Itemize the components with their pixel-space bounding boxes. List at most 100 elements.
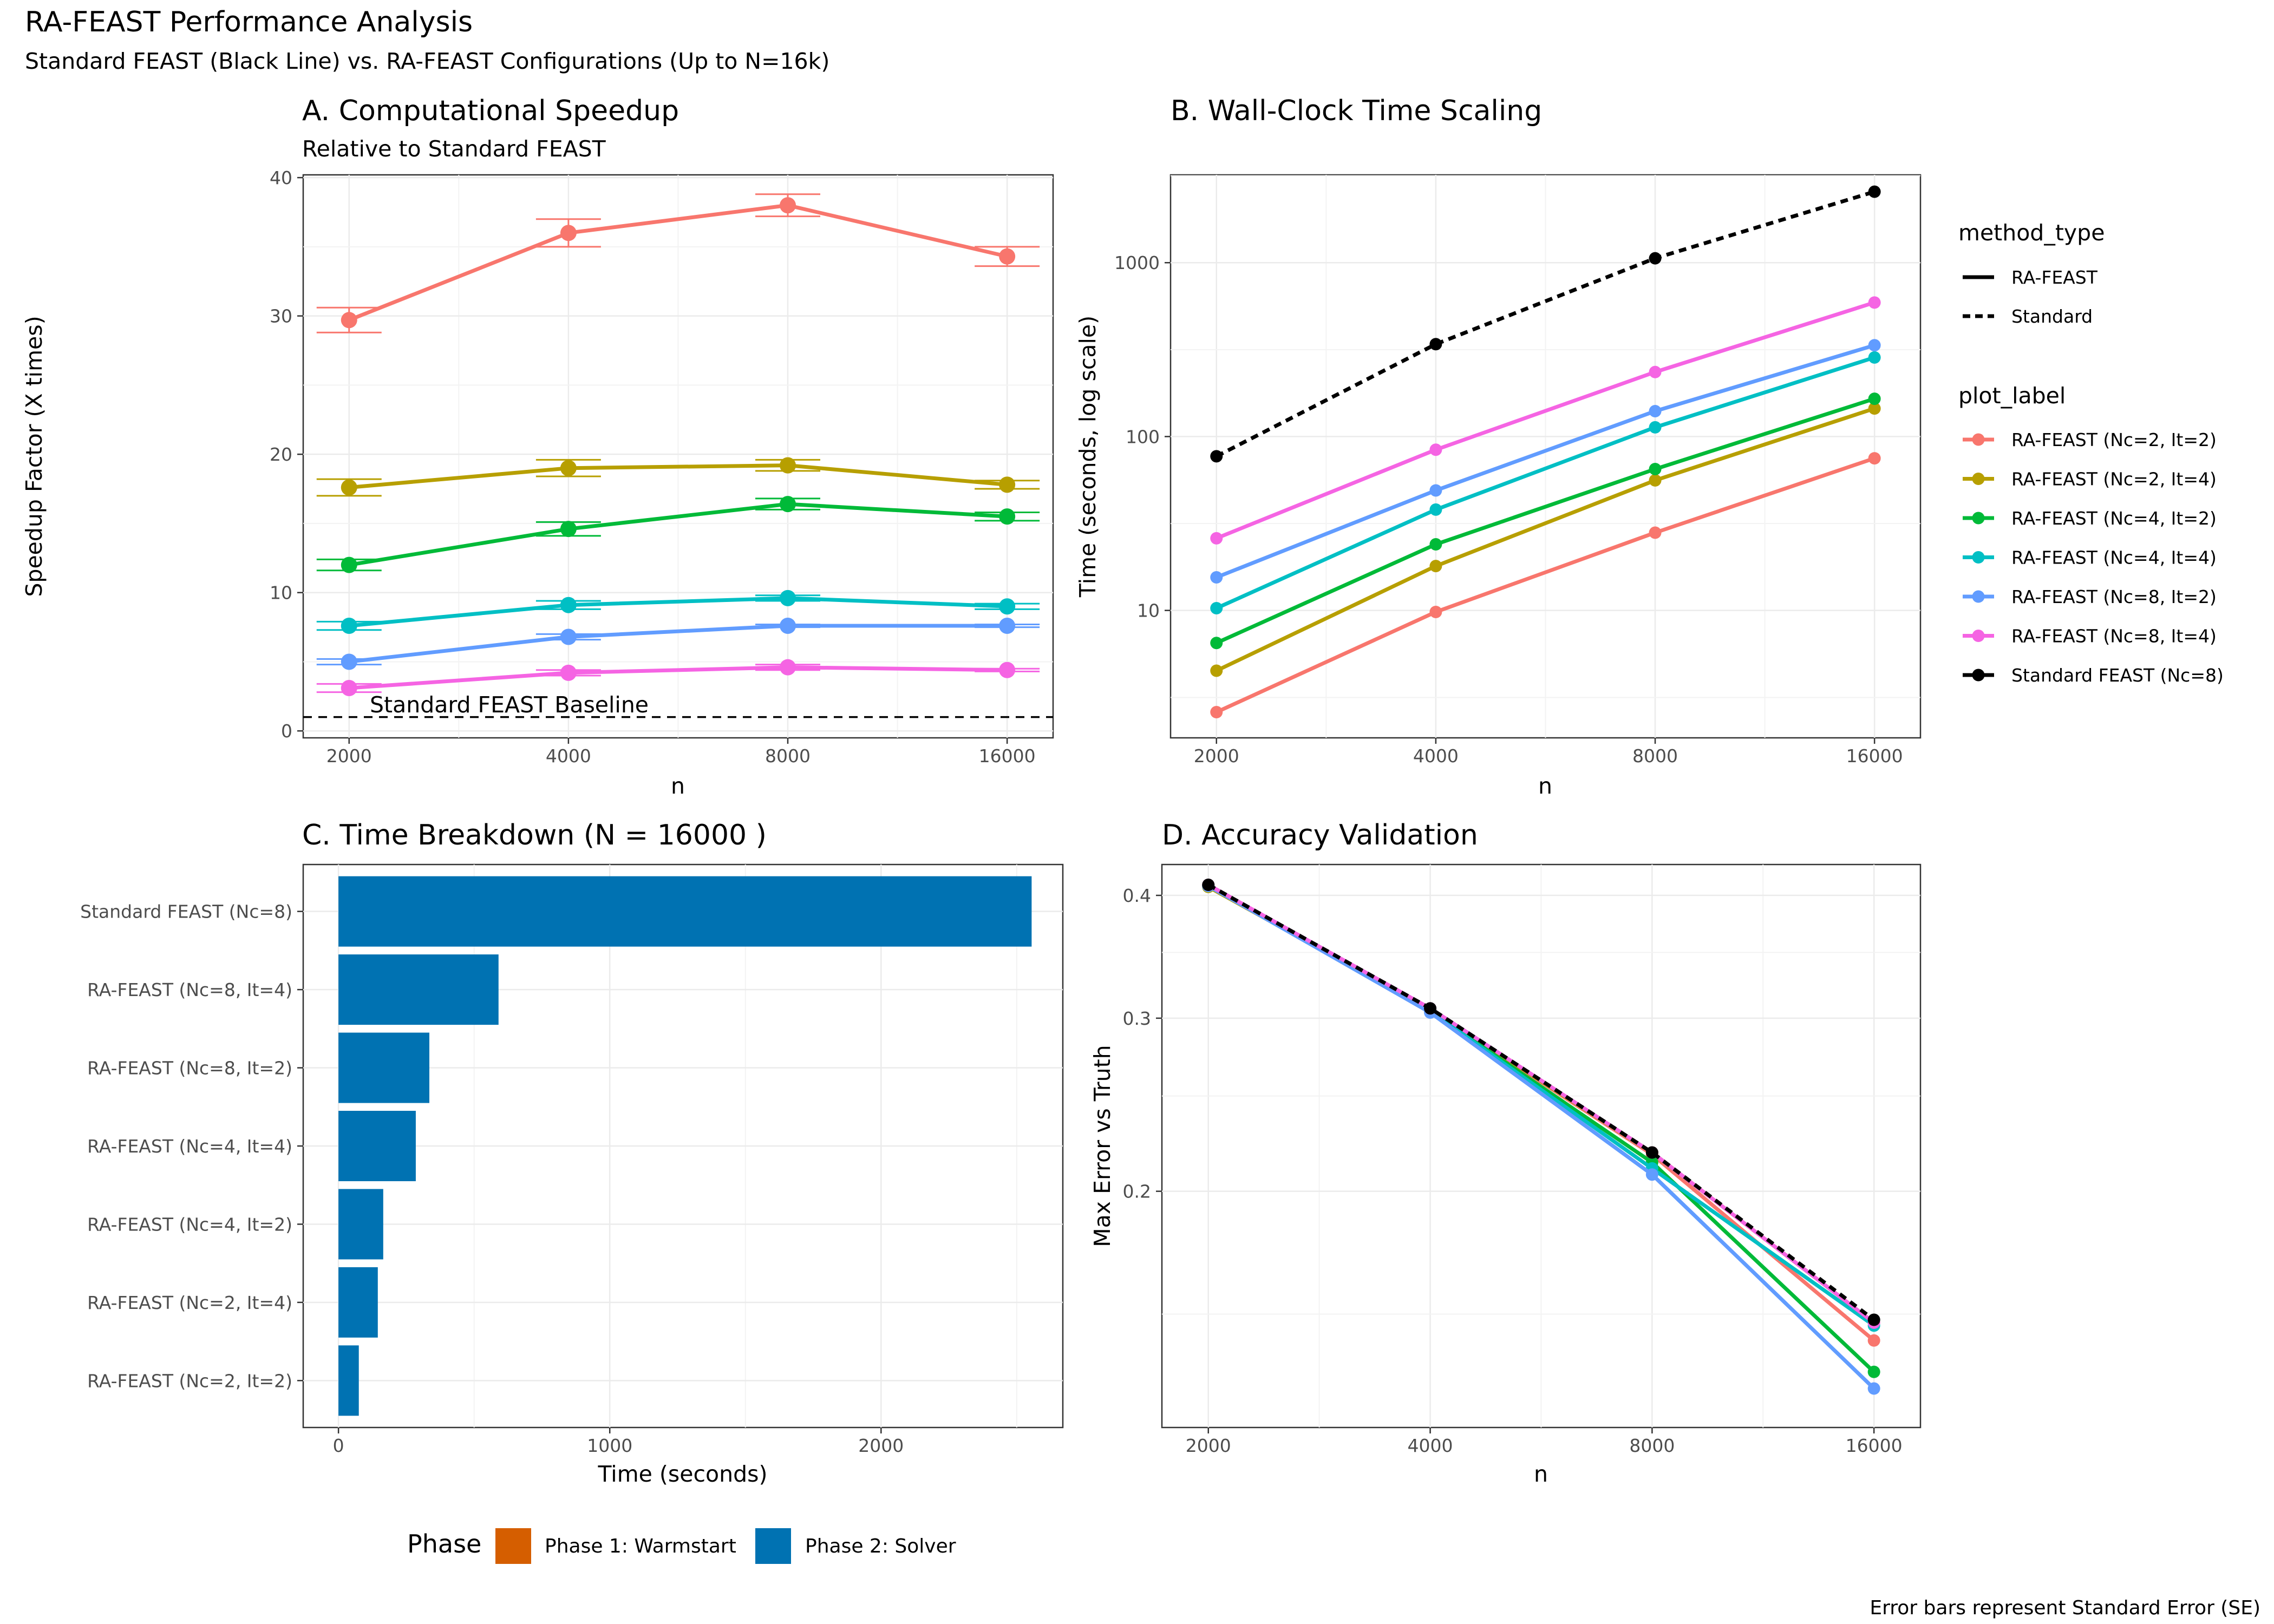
panel-a-point-ra-feast-nc-2-it-4-2000 xyxy=(341,479,357,496)
panel-d-y-tick-label-0.3: 0.3 xyxy=(1123,1008,1151,1029)
panel-b-y-tick-label-1000: 1000 xyxy=(1114,252,1160,273)
panel-c-bar-phase-2-solver-standard-feast-nc-8 xyxy=(338,876,1032,947)
panel-b-line-ra-feast-nc-2-it-2 xyxy=(1216,456,1876,714)
panel-d-point-ra-feast-nc-2-it-2-16000 xyxy=(1867,1334,1880,1347)
legend-method-title: method_type xyxy=(1958,220,2105,246)
panel-c-bar-phase-2-solver-ra-feast-nc-2-it-2 xyxy=(338,1345,359,1416)
panel-a-point-ra-feast-nc-4-it-2-16000 xyxy=(999,508,1016,525)
legend-label-ra-feast-nc-8-it-2: RA-FEAST (Nc=8, It=2) xyxy=(2011,586,2217,607)
panel-b-point-ra-feast-nc-8-it-4-16000 xyxy=(1868,296,1881,309)
panel-c-bar-phase-2-solver-ra-feast-nc-8-it-2 xyxy=(338,1032,429,1103)
panel-a-x-axis-label: n xyxy=(671,773,685,799)
panel-a-y-tick-label-0: 0 xyxy=(281,721,292,742)
legend-phase: Phase Phase 1: Warmstart Phase 2: Solver xyxy=(407,1528,956,1564)
panel-a-point-ra-feast-nc-4-it-4-2000 xyxy=(341,618,357,634)
panel-a-point-ra-feast-nc-8-it-4-8000 xyxy=(780,659,796,676)
panel-c-category-label-standard-feast-nc-8: Standard FEAST (Nc=8) xyxy=(80,901,292,922)
panel-d-x-tick-label-2000: 2000 xyxy=(1186,1435,1231,1456)
panel-b-point-ra-feast-nc-4-it-4-4000 xyxy=(1429,503,1442,516)
legend-label-items: RA-FEAST (Nc=2, It=2) RA-FEAST (Nc=2, It=… xyxy=(1963,429,2224,686)
panel-c-bar-phase-2-solver-ra-feast-nc-4-it-2 xyxy=(338,1189,383,1260)
panel-b-y-tick-label-10: 10 xyxy=(1137,600,1160,621)
legend-label-ra-feast-nc-8-it-4: RA-FEAST (Nc=8, It=4) xyxy=(2011,626,2217,647)
panel-c-time-breakdown: C. Time Breakdown (N = 16000 ) 0 1000 2000… xyxy=(80,819,1064,1487)
panel-a-point-ra-feast-nc-8-it-4-16000 xyxy=(999,662,1016,678)
panel-b-line-ra-feast-nc-4-it-4 xyxy=(1216,356,1876,610)
legend-label-standard-feast-nc-8: Standard FEAST (Nc=8) xyxy=(2011,665,2224,686)
panel-a-point-ra-feast-nc-4-it-2-2000 xyxy=(341,556,357,573)
panel-a-line-ra-feast-nc-2-it-2 xyxy=(348,203,1008,322)
panel-b-point-ra-feast-nc-2-it-2-16000 xyxy=(1868,452,1881,465)
panel-b-point-ra-feast-nc-2-it-4-4000 xyxy=(1429,560,1442,573)
panel-d-point-ra-feast-nc-4-it-2-16000 xyxy=(1867,1365,1880,1378)
panel-c-category-label-ra-feast-nc-8-it-4: RA-FEAST (Nc=8, It=4) xyxy=(87,979,292,1000)
panel-b-point-ra-feast-nc-4-it-4-2000 xyxy=(1210,602,1223,615)
panel-d-y-tick-label-0.4: 0.4 xyxy=(1123,885,1151,906)
panel-c-title: C. Time Breakdown (N = 16000 ) xyxy=(302,819,767,852)
panel-d-marks xyxy=(1202,879,1880,1395)
panel-b-y-axis-label: Time (seconds, log scale) xyxy=(1075,316,1101,598)
legend-phase2-swatch xyxy=(755,1528,791,1564)
panel-c-category-label-ra-feast-nc-8-it-2: RA-FEAST (Nc=8, It=2) xyxy=(87,1058,292,1079)
legend-phase1-label: Phase 1: Warmstart xyxy=(545,1535,736,1557)
panel-a-baseline-label: Standard FEAST Baseline xyxy=(370,692,649,718)
panel-d-title: D. Accuracy Validation xyxy=(1162,819,1478,852)
panel-a-line-ra-feast-nc-8-it-2 xyxy=(349,624,1008,664)
panel-b-point-ra-feast-nc-4-it-2-4000 xyxy=(1429,538,1442,551)
panel-a-point-ra-feast-nc-8-it-4-4000 xyxy=(560,664,577,681)
panel-a-line-ra-feast-nc-4-it-4 xyxy=(349,596,1008,628)
panel-a-grid xyxy=(303,175,1053,738)
legend-label-key-point-ra-feast-nc-2-it-2 xyxy=(1972,433,1985,446)
panel-b-x-tick-label-2000: 2000 xyxy=(1194,745,1239,767)
panel-d-y-axis-label: Max Error vs Truth xyxy=(1089,1045,1115,1247)
panel-b-x-tick-label-4000: 4000 xyxy=(1413,745,1459,767)
panel-a-point-ra-feast-nc-8-it-4-2000 xyxy=(341,680,357,697)
panel-a-line-ra-feast-nc-8-it-4 xyxy=(349,665,1008,690)
panel-b-x-tick-label-8000: 8000 xyxy=(1632,745,1678,767)
panel-d-grid xyxy=(1162,865,1920,1427)
legend-label-key-point-ra-feast-nc-2-it-4 xyxy=(1972,473,1985,485)
legend-method-label-ra-feast: RA-FEAST xyxy=(2011,267,2098,288)
panel-c-x-axis-label: Time (seconds) xyxy=(598,1461,768,1487)
panel-a-point-ra-feast-nc-8-it-2-4000 xyxy=(560,628,577,645)
panel-d-point-standard-feast-nc-8-4000 xyxy=(1424,1002,1437,1015)
panel-b-point-ra-feast-nc-8-it-2-4000 xyxy=(1429,484,1442,497)
panel-a-y-axis-label: Speedup Factor (X times) xyxy=(21,316,47,597)
panel-a-point-ra-feast-nc-2-it-4-8000 xyxy=(780,457,796,474)
panel-b-line-ra-feast-nc-8-it-4 xyxy=(1216,300,1876,540)
panel-a-y-tick-label-10: 10 xyxy=(270,582,292,604)
panel-a-x-tick-label-16000: 16000 xyxy=(979,745,1036,767)
legend-label-ra-feast-nc-4-it-2: RA-FEAST (Nc=4, It=2) xyxy=(2011,508,2217,529)
legend-method-items: RA-FEAST Standard xyxy=(1963,267,2098,327)
panel-c-bar-phase-2-solver-ra-feast-nc-2-it-4 xyxy=(338,1267,378,1338)
panel-c-bar-phase-2-solver-ra-feast-nc-4-it-4 xyxy=(338,1111,416,1181)
panel-b-point-ra-feast-nc-8-it-4-4000 xyxy=(1429,443,1442,456)
panel-a-point-ra-feast-nc-4-it-2-4000 xyxy=(560,521,577,538)
panel-a-point-ra-feast-nc-4-it-4-8000 xyxy=(780,590,796,606)
panel-b-wall-clock: B. Wall-Clock Time Scaling 2000 4000 8000 1… xyxy=(1075,95,1922,799)
panel-a-point-ra-feast-nc-8-it-2-8000 xyxy=(780,618,796,634)
panel-a-x-tick-label-4000: 4000 xyxy=(546,745,591,767)
legend-label-title: plot_label xyxy=(1958,383,2066,409)
figure-caption: Error bars represent Standard Error (SE) xyxy=(1870,1597,2260,1619)
panel-a-point-ra-feast-nc-2-it-2-2000 xyxy=(341,312,357,329)
panel-b-point-ra-feast-nc-4-it-2-8000 xyxy=(1649,463,1662,476)
panel-d-point-standard-feast-nc-8-2000 xyxy=(1202,879,1215,892)
panel-b-axes: 2000 4000 8000 16000 10 100 1000 xyxy=(1114,252,1903,767)
panel-b-x-axis-label: n xyxy=(1538,773,1552,799)
panel-a-point-ra-feast-nc-8-it-2-16000 xyxy=(999,618,1016,634)
panel-b-x-tick-label-16000: 16000 xyxy=(1846,745,1903,767)
legend-label-ra-feast-nc-2-it-2: RA-FEAST (Nc=2, It=2) xyxy=(2011,429,2217,450)
panel-b-point-ra-feast-nc-4-it-4-16000 xyxy=(1868,351,1881,364)
panel-b-point-standard-feast-nc-8-8000 xyxy=(1649,252,1662,265)
panel-b-line-standard-feast-nc-8 xyxy=(1216,189,1876,459)
panel-b-point-ra-feast-nc-2-it-2-2000 xyxy=(1210,706,1223,719)
legend-label-ra-feast-nc-4-it-4: RA-FEAST (Nc=4, It=4) xyxy=(2011,547,2217,568)
panel-a-y-tick-label-40: 40 xyxy=(270,167,292,188)
panel-a-y-tick-label-20: 20 xyxy=(270,444,292,465)
panel-a-point-ra-feast-nc-4-it-4-4000 xyxy=(560,597,577,613)
figure-subtitle: Standard FEAST (Black Line) vs. RA-FEAST… xyxy=(25,48,829,74)
panel-b-point-ra-feast-nc-2-it-4-2000 xyxy=(1210,664,1223,677)
panel-b-point-ra-feast-nc-8-it-2-8000 xyxy=(1649,405,1662,418)
